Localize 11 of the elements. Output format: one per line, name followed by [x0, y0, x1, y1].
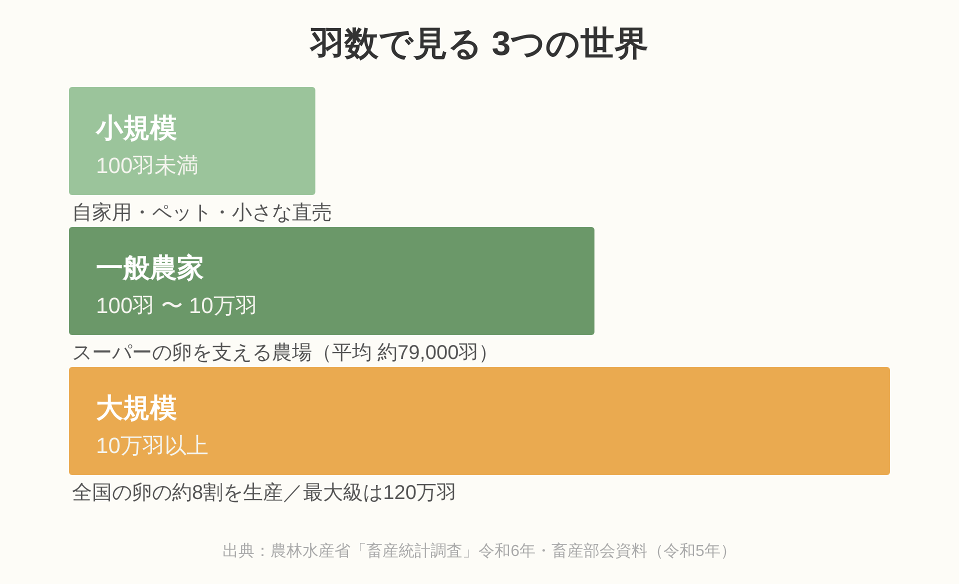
annotation: 10万羽以上 — [96, 433, 208, 458]
source-note: 出典：農林水産省「畜産統計調査」令和6年・畜産部会資料（令和5年） — [222, 542, 736, 560]
annotation: 自家用・ペット・小さな直売 — [72, 202, 332, 224]
text: 全国の卵の約8割を生産／最大級は120万羽 — [72, 482, 456, 504]
y-tick-label: 大規模 — [96, 393, 177, 423]
chart-title: 羽数で見る 3つの世界 — [308, 25, 649, 63]
y-tick-label: 小規模 — [95, 113, 177, 143]
y-tick-label: 一般農家 — [96, 253, 204, 283]
annotation: 100羽未満 — [96, 153, 199, 178]
annotation: 100羽 〜 10万羽 — [96, 293, 258, 318]
annotation: スーパーの卵を支える農場（平均 約79,000羽） — [72, 342, 499, 364]
